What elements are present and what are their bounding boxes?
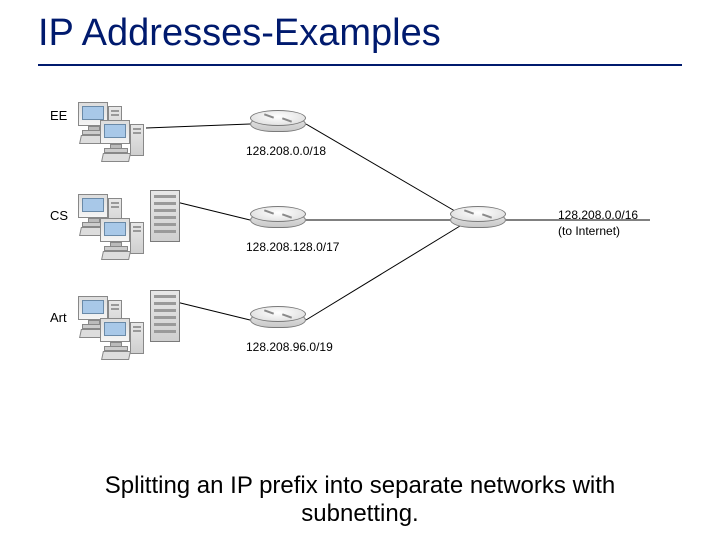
network-diagram: EE 128.208.0.0/18 CS 128.208.128.0/17 Ar… — [50, 90, 670, 400]
subnet-label-ee: 128.208.0.0/18 — [246, 144, 326, 158]
internet-label: 128.208.0.0/16 (to Internet) — [558, 208, 638, 239]
subnet-label-cs: 128.208.128.0/17 — [246, 240, 339, 254]
router-icon — [250, 306, 306, 334]
net-label-cs: CS — [50, 208, 68, 223]
title-underline — [38, 64, 682, 66]
wire — [306, 124, 460, 214]
workstation-icon — [100, 218, 146, 260]
router-icon — [250, 110, 306, 138]
slide-title: IP Addresses-Examples — [38, 12, 441, 55]
wire — [146, 124, 250, 128]
net-label-art: Art — [50, 310, 67, 325]
server-icon — [150, 290, 180, 342]
workstation-icon — [100, 318, 146, 360]
internet-prefix: 128.208.0.0/16 — [558, 208, 638, 222]
server-icon — [150, 190, 180, 242]
core-router-icon — [450, 206, 506, 234]
caption-line2: subnetting. — [0, 500, 720, 528]
net-label-ee: EE — [50, 108, 67, 123]
slide: IP Addresses-Examples EE 128.208.0.0/18 … — [0, 0, 720, 540]
router-icon — [250, 206, 306, 234]
caption-line1: Splitting an IP prefix into separate net… — [0, 472, 720, 500]
workstation-icon — [100, 120, 146, 162]
subnet-label-art: 128.208.96.0/19 — [246, 340, 333, 354]
internet-note: (to Internet) — [558, 224, 620, 238]
